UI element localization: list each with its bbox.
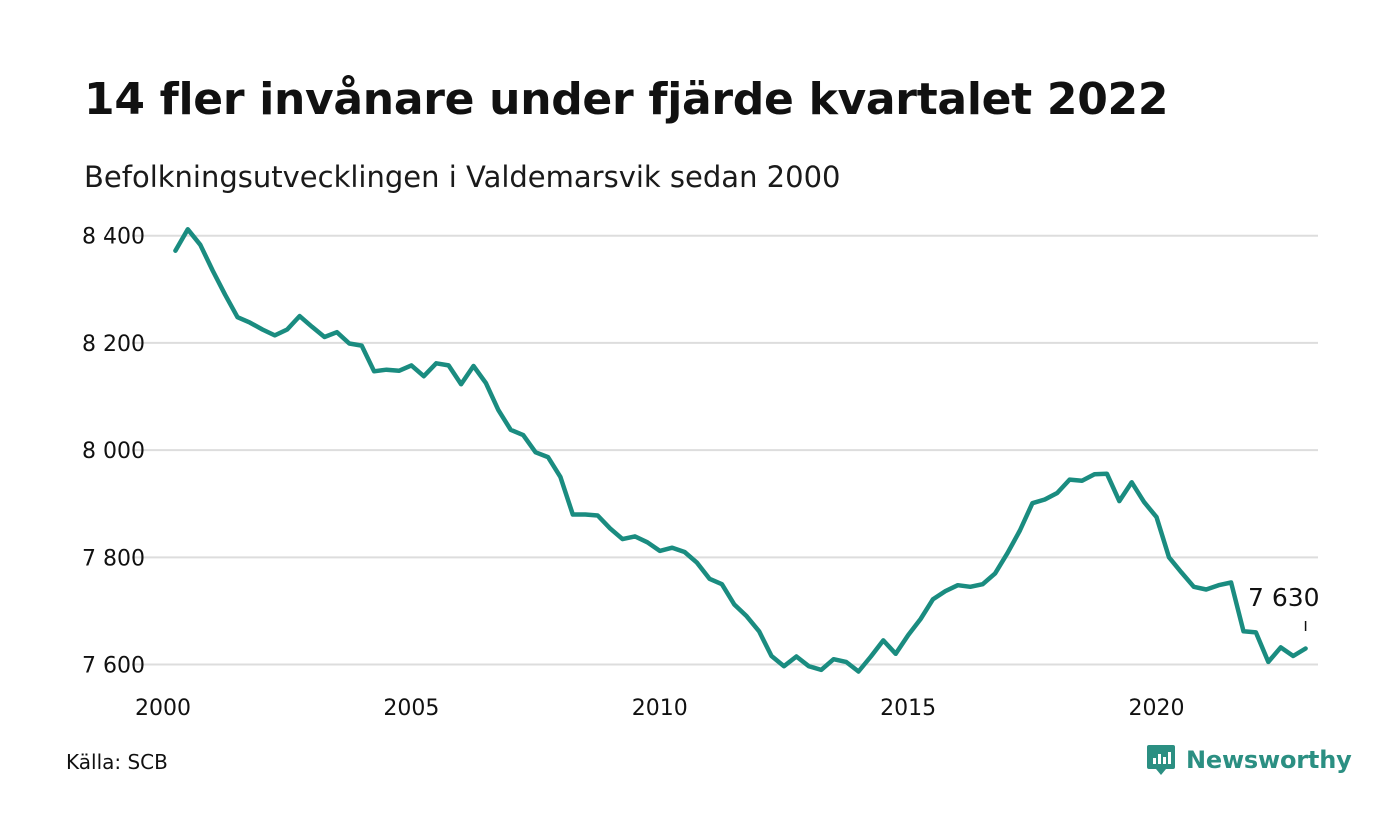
gridlines [132, 234, 1318, 666]
x-tick-label: 2005 [383, 696, 439, 721]
x-tick-label: 2000 [135, 696, 191, 721]
newsworthy-logo-icon [1147, 745, 1175, 775]
end-value-label: 7 630 [1248, 583, 1320, 612]
x-axis-labels: 2000 2005 2010 2015 2020 [135, 696, 1185, 721]
source-note: Källa: SCB [66, 750, 168, 774]
x-tick-label: 2010 [632, 696, 688, 721]
y-tick-label: 8 200 [82, 332, 145, 357]
chart-title: 14 fler invånare under fjärde kvartalet … [84, 74, 1169, 125]
brand-name: Newsworthy [1186, 746, 1352, 774]
x-tick-label: 2015 [880, 696, 936, 721]
series-line [173, 227, 1308, 674]
y-axis-labels: 7 600 7 800 8 000 8 200 8 400 [82, 225, 145, 679]
chart-subtitle: Befolkningsutvecklingen i Valdemarsvik s… [84, 160, 841, 194]
x-tick-label: 2020 [1129, 696, 1185, 721]
y-tick-label: 8 400 [82, 225, 145, 250]
y-tick-label: 7 800 [82, 546, 145, 571]
y-tick-label: 7 600 [82, 654, 145, 679]
end-annotation: 7 630 [1248, 583, 1320, 631]
y-tick-label: 8 000 [82, 439, 145, 464]
series [173, 227, 1308, 674]
brand-logo: Newsworthy [1146, 743, 1352, 777]
